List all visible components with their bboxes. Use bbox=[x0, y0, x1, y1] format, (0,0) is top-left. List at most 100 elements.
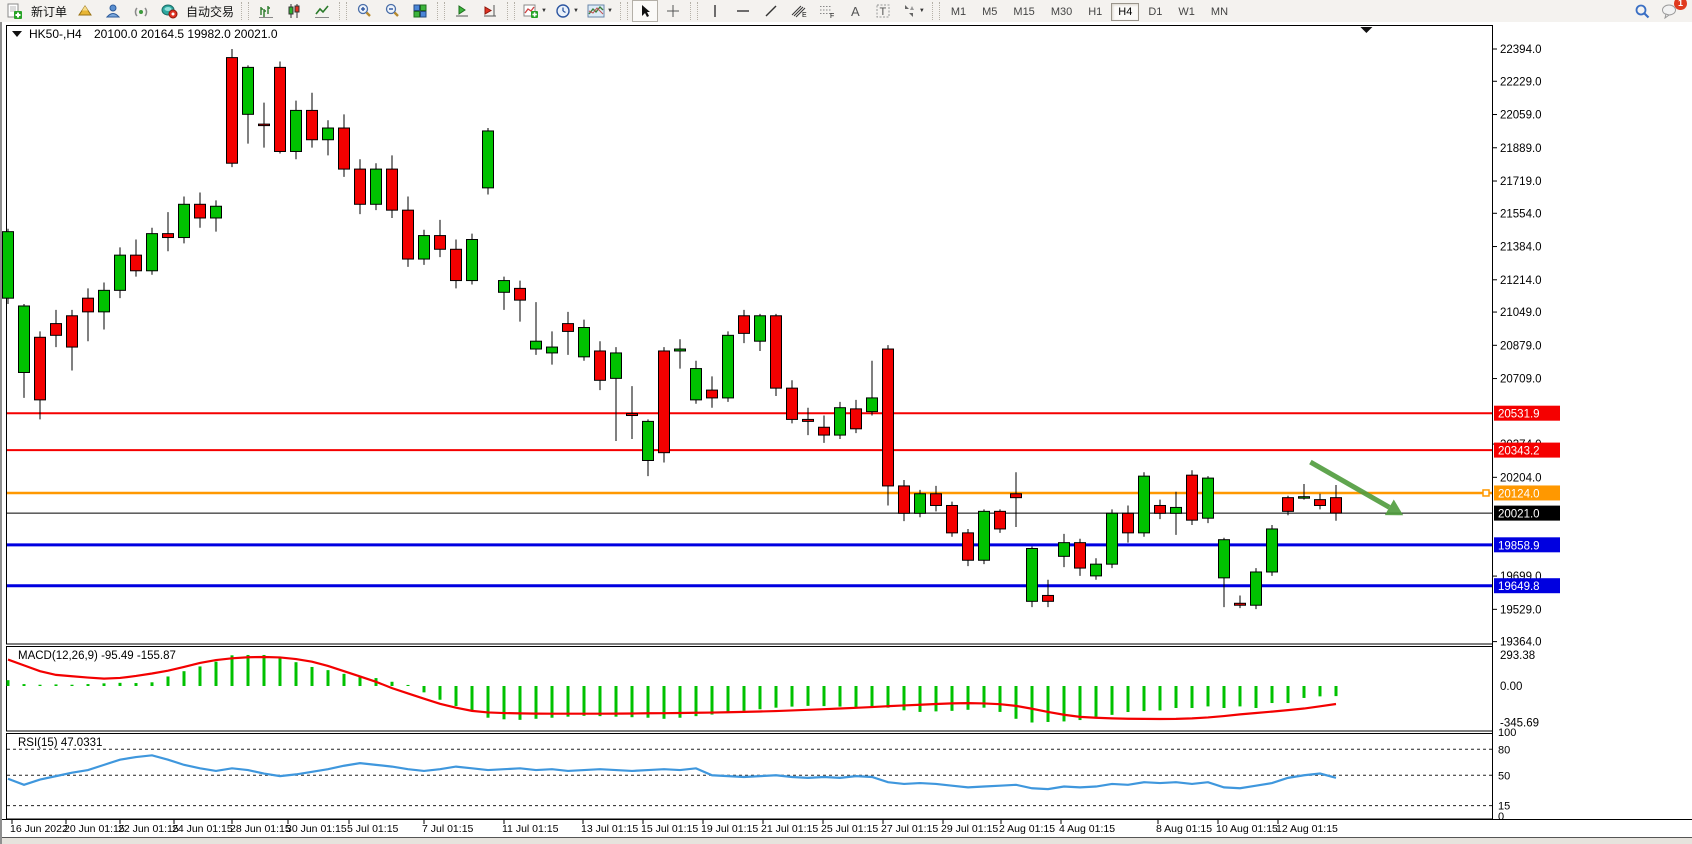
candle-body bbox=[18, 305, 30, 373]
rsi-tick-label: 50 bbox=[1498, 770, 1510, 782]
channel-button[interactable]: E bbox=[786, 0, 812, 22]
candle-body bbox=[578, 327, 590, 358]
time-tick-label[interactable]: 12 Aug 01:15 bbox=[1276, 823, 1338, 835]
templates-button[interactable]: ▼ bbox=[584, 0, 616, 22]
symbol-collapse-icon[interactable] bbox=[12, 31, 22, 37]
candle-body bbox=[1090, 563, 1102, 577]
crosshair-button[interactable] bbox=[660, 0, 686, 22]
window-bottom-strip bbox=[2, 837, 1692, 844]
time-tick-label[interactable]: 20 Jun 01:15 bbox=[64, 823, 125, 835]
time-tick-label[interactable]: 21 Jul 01:15 bbox=[761, 823, 818, 835]
svg-text:T: T bbox=[879, 6, 886, 18]
tile-windows-button[interactable] bbox=[407, 0, 433, 22]
notifications-button[interactable]: 1 bbox=[1657, 0, 1687, 22]
toolbar: 新订单 自动交易 bbox=[0, 0, 1692, 23]
dropdown-arrow-icon: ▼ bbox=[541, 8, 547, 14]
time-tick-label[interactable]: 24 Jun 01:15 bbox=[172, 823, 233, 835]
candle-body bbox=[1266, 528, 1278, 573]
arrows-button[interactable]: ▼ bbox=[898, 0, 928, 22]
time-tick-label[interactable]: 16 Jun 2022 bbox=[10, 823, 68, 835]
periods-button[interactable]: ▼ bbox=[552, 0, 582, 22]
timeframe-m15[interactable]: M15 bbox=[1013, 6, 1035, 18]
auto-scroll-icon bbox=[456, 5, 469, 17]
time-tick-label[interactable]: 7 Jul 01:15 bbox=[422, 823, 474, 835]
toolbar-separator bbox=[507, 2, 516, 20]
signals-button[interactable] bbox=[128, 0, 154, 22]
price-tick-label: 20204.0 bbox=[1500, 472, 1542, 484]
timeframe-m30[interactable]: M30 bbox=[1050, 6, 1073, 18]
autotrade-button[interactable] bbox=[156, 0, 182, 22]
new-order-label[interactable]: 新订单 bbox=[31, 4, 68, 19]
text-button[interactable]: A bbox=[842, 0, 868, 22]
price-badge-label: 20531.9 bbox=[1498, 409, 1540, 421]
time-tick-label[interactable]: 2 Aug 01:15 bbox=[999, 823, 1055, 835]
vertical-line-button[interactable] bbox=[702, 0, 728, 22]
price-badge-label: 19649.8 bbox=[1498, 581, 1540, 593]
time-tick-label[interactable]: 15 Jul 01:15 bbox=[641, 823, 698, 835]
candle-body bbox=[1186, 474, 1198, 521]
macd-tick-label: 293.38 bbox=[1500, 650, 1535, 662]
price-badge bbox=[1494, 405, 1560, 421]
candle-body bbox=[754, 315, 766, 342]
candle-body bbox=[914, 493, 926, 514]
cursor-button[interactable] bbox=[631, 0, 658, 22]
timeframe-h4[interactable]: H4 bbox=[1111, 3, 1140, 21]
time-tick-label[interactable]: 11 Jul 01:15 bbox=[502, 823, 559, 835]
timeframe-d1[interactable]: D1 bbox=[1148, 6, 1163, 18]
price-tick-label: 21889.0 bbox=[1500, 143, 1542, 155]
trend-arrow-head[interactable] bbox=[1384, 499, 1404, 516]
time-tick-label[interactable]: 29 Jul 01:15 bbox=[941, 823, 998, 835]
text-label-button[interactable]: T bbox=[870, 0, 896, 22]
time-tick-label[interactable]: 22 Jun 01:15 bbox=[118, 823, 179, 835]
chart-shift-marker[interactable] bbox=[1360, 27, 1373, 33]
chart-area[interactable]: 22394.0 22229.0 22059.0 21889.0 21719.0 21554… bbox=[0, 22, 1692, 844]
price-badge bbox=[1494, 505, 1560, 521]
trend-arrow-line[interactable] bbox=[1309, 459, 1391, 510]
chart-shift-button[interactable] bbox=[477, 0, 503, 22]
line-chart-button[interactable] bbox=[309, 0, 335, 22]
new-order-button[interactable] bbox=[1, 0, 27, 22]
macd-group bbox=[6, 654, 1338, 723]
time-tick-label[interactable]: 25 Jul 01:15 bbox=[821, 823, 878, 835]
time-tick-label[interactable]: 13 Jul 01:15 bbox=[581, 823, 638, 835]
candle-body bbox=[226, 57, 238, 164]
indicators-button[interactable]: ▼ bbox=[519, 0, 550, 22]
market-watch-button[interactable] bbox=[72, 0, 98, 22]
time-tick-label[interactable]: 28 Jun 01:15 bbox=[230, 823, 291, 835]
candle-body bbox=[674, 348, 686, 352]
timeframe-mn[interactable]: MN bbox=[1210, 6, 1229, 18]
horizontal-line-button[interactable] bbox=[730, 0, 756, 22]
chart-canvas[interactable]: 22394.0 22229.0 22059.0 21889.0 21719.0 21554… bbox=[2, 22, 1692, 844]
bar-chart-button[interactable] bbox=[253, 0, 279, 22]
timeframe-m5[interactable]: M5 bbox=[982, 6, 998, 18]
autotrade-label[interactable]: 自动交易 bbox=[186, 4, 235, 19]
autotrade-icon bbox=[161, 4, 178, 19]
time-tick-label[interactable]: 30 Jun 01:15 bbox=[286, 823, 347, 835]
fibonacci-icon: F bbox=[819, 6, 834, 19]
timeframe-w1[interactable]: W1 bbox=[1178, 6, 1195, 18]
time-tick-label[interactable]: 4 Aug 01:15 bbox=[1059, 823, 1115, 835]
candle-body bbox=[194, 203, 206, 219]
time-tick-label[interactable]: 5 Jul 01:15 bbox=[347, 823, 399, 835]
time-tick-label[interactable]: 19 Jul 01:15 bbox=[701, 823, 758, 835]
time-tick-label[interactable]: 10 Aug 01:15 bbox=[1216, 823, 1278, 835]
candle-body bbox=[882, 348, 894, 487]
fibonacci-button[interactable]: F bbox=[814, 0, 840, 22]
candle-chart-button[interactable] bbox=[281, 0, 307, 22]
zoom-in-button[interactable] bbox=[351, 0, 377, 22]
auto-scroll-button[interactable] bbox=[449, 0, 475, 22]
time-tick-label[interactable]: 27 Jul 01:15 bbox=[881, 823, 938, 835]
toolbar-separator bbox=[689, 2, 698, 20]
timeframe-m1[interactable]: M1 bbox=[950, 6, 967, 18]
candle-body bbox=[786, 387, 798, 420]
line-handle[interactable] bbox=[1482, 489, 1490, 497]
price-tick-label: 22059.0 bbox=[1500, 110, 1542, 122]
search-button[interactable] bbox=[1629, 0, 1655, 22]
timeframe-h1[interactable]: H1 bbox=[1088, 6, 1103, 18]
data-window-button[interactable] bbox=[100, 0, 126, 22]
trendline-button[interactable] bbox=[758, 0, 784, 22]
time-tick-label[interactable]: 8 Aug 01:15 bbox=[1156, 823, 1212, 835]
zoom-out-button[interactable] bbox=[379, 0, 405, 22]
candle-body bbox=[1122, 512, 1134, 534]
